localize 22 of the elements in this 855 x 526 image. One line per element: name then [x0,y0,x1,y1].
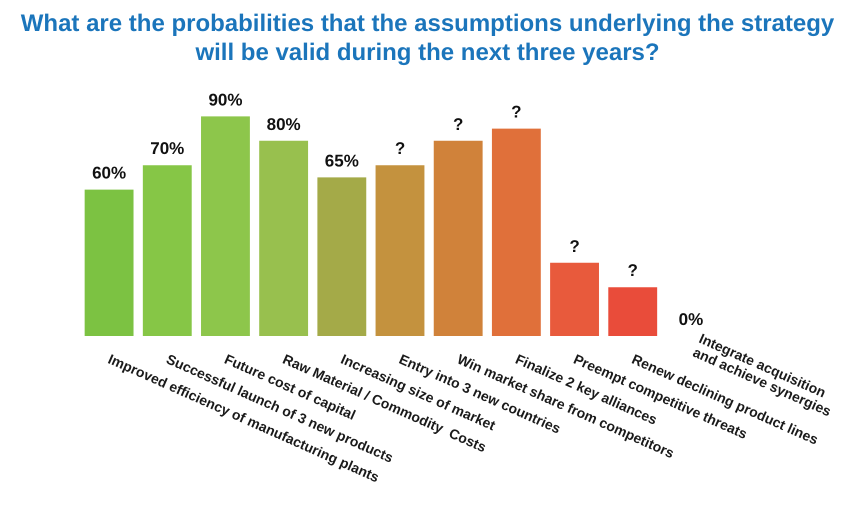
bar [259,140,308,336]
data-label: 60% [92,164,126,183]
data-label: 90% [208,90,242,110]
data-label: ? [628,261,638,280]
bar [550,262,599,336]
bar [376,165,424,336]
data-label: ? [394,139,406,158]
bar [608,287,658,336]
bar [434,140,483,336]
bar [84,190,134,336]
data-label: ? [511,102,522,122]
bar [317,177,366,336]
data-label: 80% [266,114,301,134]
data-label: ? [569,236,580,256]
chart-title: What are the probabilities that the assumptions underlying the strategy will be valid during the next three years? [20,10,835,66]
bar [492,128,541,336]
bar [201,116,250,336]
data-label: ? [452,114,464,134]
data-label: 70% [150,139,184,158]
bar [142,165,192,336]
data-label: 65% [324,151,359,170]
data-label: 0% [678,310,704,329]
